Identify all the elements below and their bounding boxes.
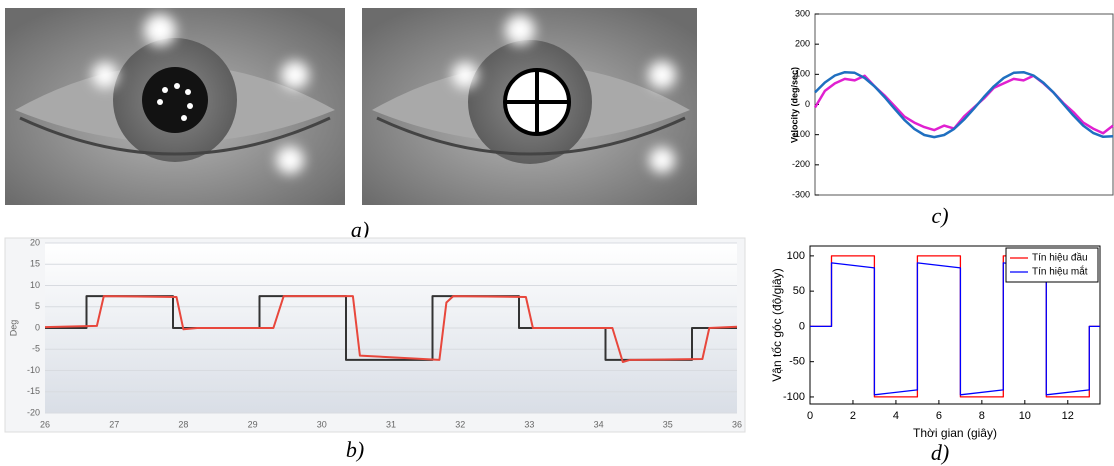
x-axis-label: Thời gian (giây): [913, 426, 997, 440]
y-tick-label: -15: [27, 386, 40, 396]
x-tick-label: 31: [386, 419, 396, 429]
caption: d): [931, 440, 949, 465]
y-axis-label: Vận tốc góc (độ/giây): [770, 268, 784, 381]
y-tick-label: 200: [795, 39, 810, 49]
x-tick-label: 26: [40, 419, 50, 429]
x-tick-label: 2: [850, 410, 856, 422]
y-tick-label: -5: [32, 344, 40, 354]
x-tick-label: 35: [663, 419, 673, 429]
eye-image-marked: [362, 8, 697, 205]
y-tick-label: -200: [792, 159, 810, 169]
y-axis-label: Velocity (deg/sec): [789, 67, 799, 143]
x-tick-label: 0: [807, 410, 813, 422]
y-tick-label: 0: [35, 322, 40, 332]
y-axis-label: Deg: [8, 320, 18, 337]
x-tick-label: 10: [1019, 410, 1031, 422]
legend-label: Tín hiệu mắt: [1032, 265, 1088, 278]
y-tick-label: -10: [27, 365, 40, 375]
y-tick-label: 50: [793, 285, 805, 297]
legend-label: Tín hiệu đầu: [1032, 252, 1088, 264]
y-tick-label: 5: [35, 301, 40, 311]
eye-image: [5, 8, 345, 205]
y-tick-label: -300: [792, 189, 810, 199]
x-tick-label: 27: [109, 419, 119, 429]
x-tick-label: 34: [594, 419, 604, 429]
plot-area: [815, 14, 1113, 195]
x-tick-label: 6: [936, 410, 942, 422]
caption: c): [931, 203, 948, 228]
x-tick-label: 4: [893, 410, 899, 422]
y-tick-label: 15: [30, 259, 40, 269]
caption: b): [346, 437, 364, 462]
y-tick-label: -50: [789, 356, 805, 368]
x-tick-label: 32: [455, 419, 465, 429]
y-tick-label: 100: [787, 250, 805, 262]
x-tick-label: 8: [979, 410, 985, 422]
x-tick-label: 29: [248, 419, 258, 429]
x-tick-label: 36: [732, 419, 742, 429]
y-tick-label: 20: [30, 237, 40, 247]
x-tick-label: 33: [524, 419, 534, 429]
x-tick-label: 12: [1062, 410, 1074, 422]
y-tick-label: 0: [799, 320, 805, 332]
y-tick-label: 300: [795, 8, 810, 18]
y-tick-label: -100: [783, 391, 805, 403]
y-tick-label: 0: [805, 99, 810, 109]
x-tick-label: 30: [317, 419, 327, 429]
y-tick-label: 10: [30, 280, 40, 290]
y-tick-label: -20: [27, 407, 40, 417]
x-tick-label: 28: [178, 419, 188, 429]
figure: a) -20-15-10-505101520262728293031323334…: [0, 0, 1114, 466]
